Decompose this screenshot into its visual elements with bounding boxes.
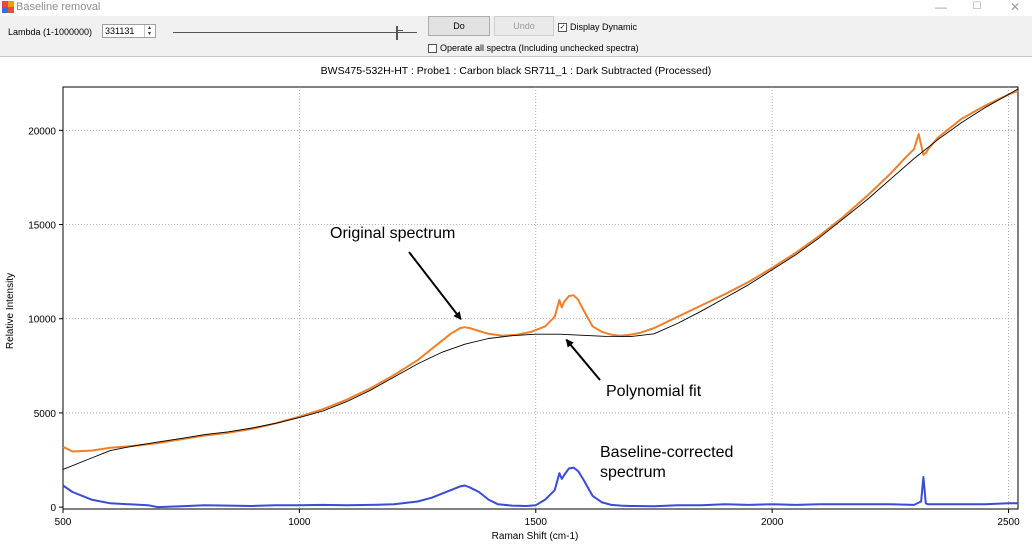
plot-frame (62, 86, 1019, 510)
x-axis-label: Raman Shift (cm-1) (492, 531, 579, 542)
polynomial-fit-line (62, 88, 1019, 470)
app-icon (2, 1, 14, 13)
lambda-slider[interactable] (173, 32, 417, 33)
title-bar: Baseline removal — ☐ ✕ (0, 0, 1032, 16)
x-tick-label: 500 (55, 517, 72, 528)
close-button[interactable]: ✕ (1009, 0, 1021, 14)
annotations: Original spectrum Polynomial fit Baseline-… (330, 225, 733, 481)
grid (63, 87, 1018, 509)
y-tick-label: 5000 (34, 409, 57, 420)
display-dynamic-checkbox[interactable]: ✓ (558, 23, 567, 32)
maximize-button[interactable]: ☐ (972, 1, 982, 12)
lambda-label: Lambda (1-1000000) (8, 27, 93, 37)
annotation-original-spectrum: Original spectrum (330, 225, 455, 242)
y-axis-label: Relative Intensity (5, 273, 16, 349)
lambda-spinbox[interactable]: 331131 ▴ ▾ (102, 24, 156, 38)
x-tick-label: 1500 (525, 517, 548, 528)
original-spectrum-line (62, 89, 1019, 453)
y-tick-label: 20000 (28, 126, 56, 137)
annotation-spectrum: spectrum (600, 464, 666, 481)
window-title: Baseline removal (16, 1, 101, 13)
baseline-corrected-line (62, 466, 1018, 509)
series-group (62, 88, 1019, 509)
arrow-polyfit (565, 338, 601, 381)
lambda-value[interactable]: 331131 (105, 26, 135, 36)
operate-all-checkbox[interactable] (428, 44, 437, 53)
y-tick-label: 10000 (28, 315, 56, 326)
toolbar: Lambda (1-1000000) 331131 ▴ ▾ Do Undo ✓ D… (0, 16, 1032, 56)
operate-all-label: Operate all spectra (Including unchecked… (440, 43, 639, 53)
do-button[interactable]: Do (428, 16, 490, 36)
y-tick-label: 0 (50, 503, 56, 514)
y-tick-label: 15000 (28, 221, 56, 232)
chart-title: BWS475-532H-HT : Probe1 : Carbon black S… (321, 65, 712, 77)
annotation-baseline-corrected: Baseline-corrected (600, 444, 733, 461)
spin-arrows-icon[interactable]: ▴ ▾ (144, 25, 154, 37)
annotation-polynomial-fit: Polynomial fit (606, 383, 702, 400)
undo-button[interactable]: Undo (494, 16, 554, 36)
x-tick-label: 1000 (288, 517, 311, 528)
spectrum-chart[interactable]: BWS475-532H-HT : Probe1 : Carbon black S… (0, 57, 1032, 546)
chart-area: BWS475-532H-HT : Probe1 : Carbon black S… (0, 56, 1032, 546)
axis-ticks: 500 1000 1500 2000 2500 0 5000 10000 15000 20000 (28, 126, 1020, 528)
display-dynamic-label: Display Dynamic (570, 22, 638, 32)
x-tick-label: 2000 (761, 517, 784, 528)
arrow-original (408, 251, 462, 320)
slider-thumb[interactable] (396, 26, 403, 40)
x-tick-label: 2500 (997, 517, 1020, 528)
minimize-button[interactable]: — (935, 0, 947, 14)
